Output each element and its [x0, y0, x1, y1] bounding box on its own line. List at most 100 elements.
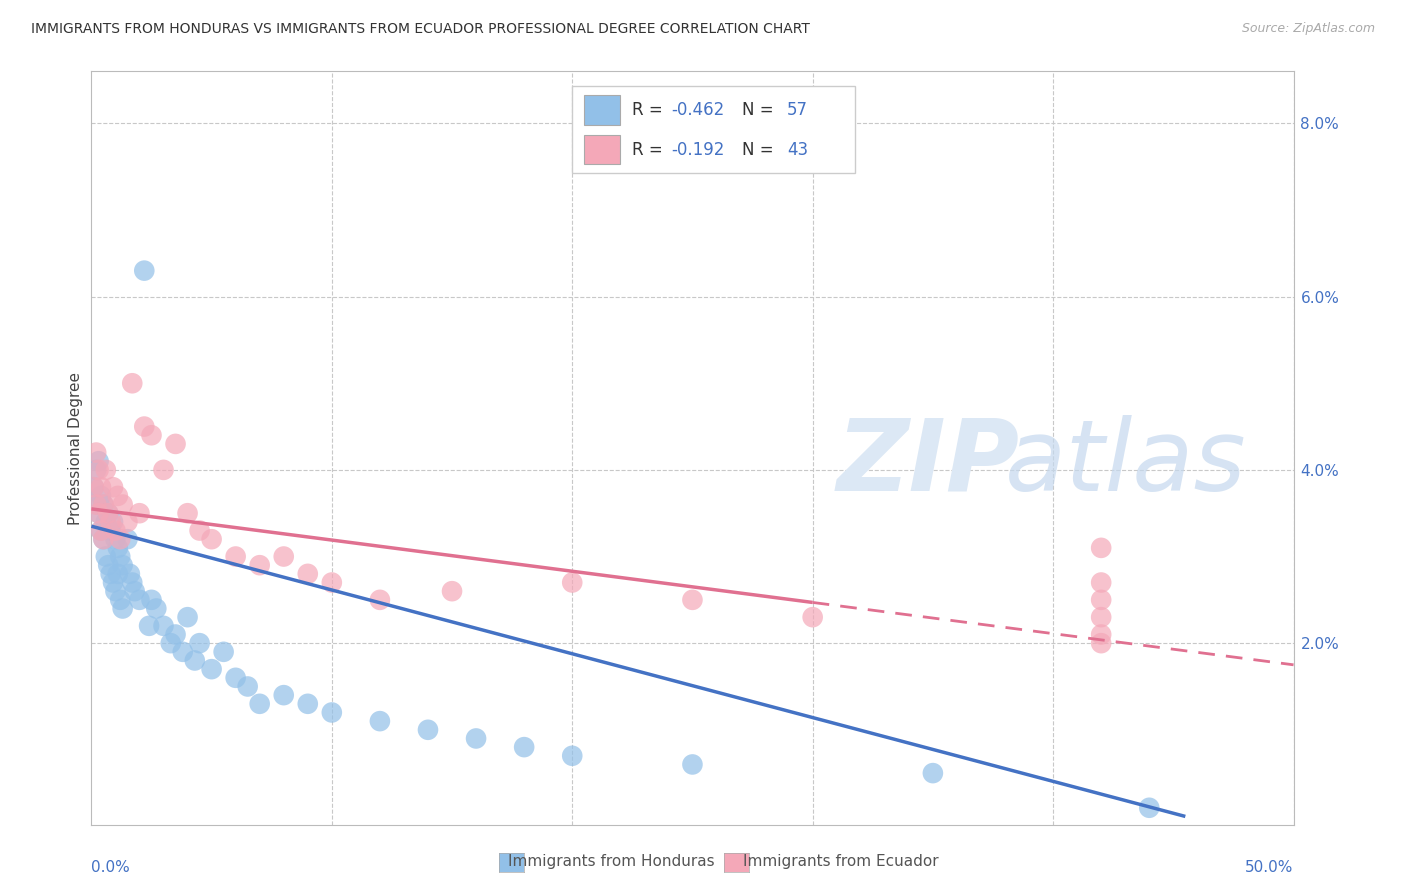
Point: [101, 515, 124, 529]
Point: [97, 506, 120, 520]
Point: [297, 697, 319, 711]
Point: [321, 706, 343, 720]
Point: [87, 506, 110, 520]
Point: [121, 376, 143, 391]
Point: [87, 463, 110, 477]
Point: [1090, 627, 1112, 641]
Point: [172, 645, 194, 659]
Point: [93, 532, 115, 546]
Text: Immigrants from Ecuador: Immigrants from Ecuador: [742, 855, 939, 869]
Point: [188, 524, 211, 538]
Point: [97, 558, 120, 573]
Point: [87, 454, 110, 468]
Point: [1090, 636, 1112, 650]
Point: [90, 524, 112, 538]
Point: [121, 575, 143, 590]
Point: [111, 498, 134, 512]
Point: [134, 263, 156, 277]
Point: [110, 532, 132, 546]
Point: [273, 688, 295, 702]
Point: [117, 515, 139, 529]
Point: [101, 480, 124, 494]
Y-axis label: Professional Degree: Professional Degree: [67, 372, 83, 524]
Point: [87, 506, 110, 520]
Point: [124, 584, 146, 599]
Point: [84, 498, 107, 512]
Point: [84, 463, 107, 477]
Point: [152, 619, 174, 633]
Point: [134, 419, 156, 434]
Point: [84, 445, 107, 459]
Point: [273, 549, 295, 564]
Point: [249, 558, 271, 573]
Point: [184, 653, 207, 667]
Point: [176, 506, 198, 520]
Point: [93, 498, 115, 512]
Text: 50.0%: 50.0%: [1246, 860, 1294, 875]
Point: [141, 428, 163, 442]
Text: 0.0%: 0.0%: [91, 860, 131, 875]
Point: [249, 697, 271, 711]
Point: [1137, 801, 1160, 815]
Point: [801, 610, 824, 624]
Point: [138, 619, 160, 633]
Point: [922, 766, 945, 780]
Point: [90, 524, 112, 538]
Point: [100, 566, 122, 581]
Text: Immigrants from Honduras: Immigrants from Honduras: [509, 855, 714, 869]
Point: [152, 463, 174, 477]
Point: [100, 524, 122, 538]
Point: [1090, 541, 1112, 555]
Text: IMMIGRANTS FROM HONDURAS VS IMMIGRANTS FROM ECUADOR PROFESSIONAL DEGREE CORRELAT: IMMIGRANTS FROM HONDURAS VS IMMIGRANTS F…: [31, 22, 810, 37]
Point: [225, 671, 247, 685]
Point: [1090, 610, 1112, 624]
Point: [1090, 575, 1112, 590]
Point: [681, 592, 703, 607]
Point: [513, 740, 536, 755]
Point: [117, 532, 139, 546]
Point: [368, 714, 391, 728]
Point: [97, 506, 120, 520]
Point: [93, 498, 115, 512]
Point: [83, 480, 105, 494]
Point: [90, 489, 112, 503]
Point: [104, 584, 127, 599]
Point: [416, 723, 439, 737]
Point: [236, 680, 259, 694]
Point: [145, 601, 167, 615]
Point: [225, 549, 247, 564]
Point: [94, 515, 117, 529]
Point: [107, 566, 129, 581]
Point: [110, 549, 132, 564]
Point: [201, 532, 224, 546]
Text: atlas: atlas: [1005, 415, 1247, 512]
Text: Source: ZipAtlas.com: Source: ZipAtlas.com: [1241, 22, 1375, 36]
Point: [111, 558, 134, 573]
Point: [83, 480, 105, 494]
Point: [111, 601, 134, 615]
Point: [561, 748, 583, 763]
Point: [107, 489, 129, 503]
Point: [93, 532, 115, 546]
Point: [465, 731, 488, 746]
Point: [104, 524, 127, 538]
Point: [297, 566, 319, 581]
Point: [104, 532, 127, 546]
Point: [101, 575, 124, 590]
Point: [159, 636, 181, 650]
Point: [176, 610, 198, 624]
Point: [368, 592, 391, 607]
Point: [212, 645, 235, 659]
Point: [84, 498, 107, 512]
Point: [188, 636, 211, 650]
Point: [165, 437, 187, 451]
Point: [107, 541, 129, 555]
Text: ZIP: ZIP: [837, 415, 1019, 512]
Point: [440, 584, 463, 599]
Point: [94, 463, 117, 477]
Point: [118, 566, 141, 581]
Point: [165, 627, 187, 641]
Point: [561, 575, 583, 590]
Point: [681, 757, 703, 772]
Point: [201, 662, 224, 676]
